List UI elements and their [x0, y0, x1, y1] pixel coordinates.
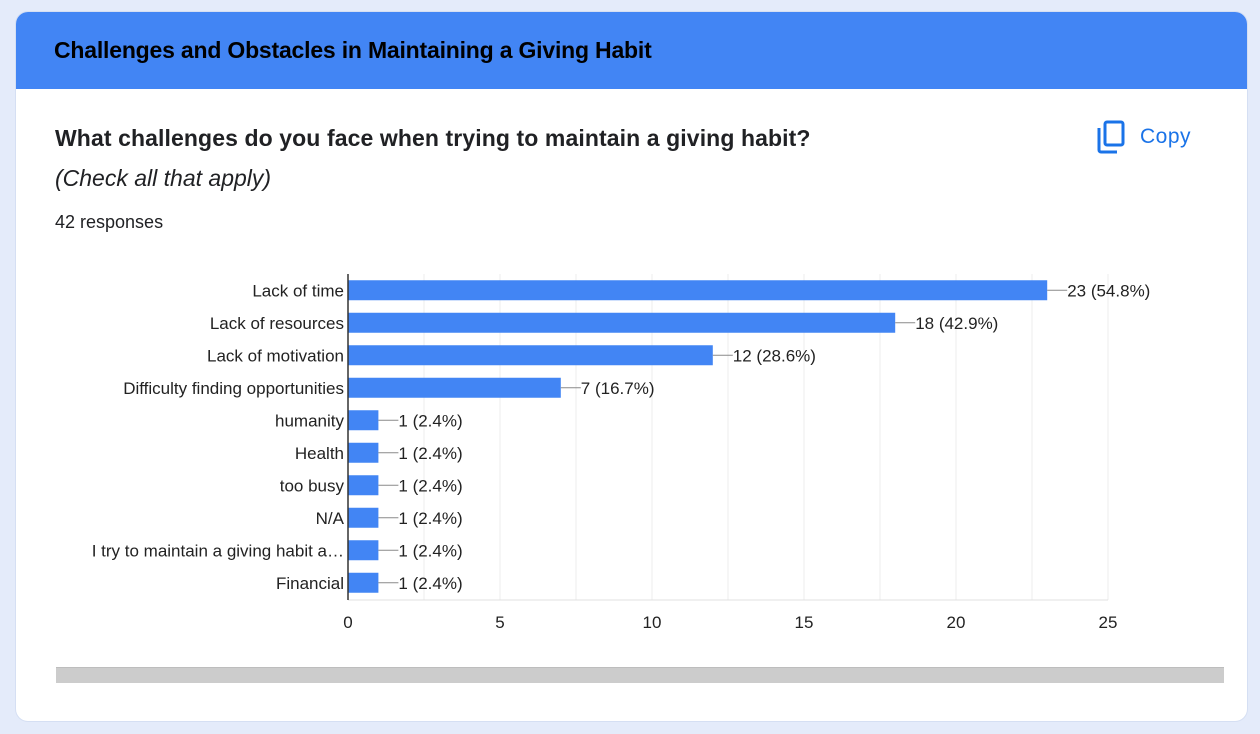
copy-label: Copy	[1140, 125, 1192, 148]
bar	[348, 572, 379, 593]
x-tick-label: 25	[1099, 613, 1118, 632]
x-tick-label: 5	[495, 613, 504, 632]
category-label: I try to maintain a giving habit a…	[92, 541, 344, 560]
bar	[348, 345, 713, 366]
category-label: Lack of time	[252, 281, 344, 300]
data-label: 1 (2.4%)	[398, 509, 462, 528]
data-label: 1 (2.4%)	[398, 574, 462, 593]
data-label: 1 (2.4%)	[398, 411, 462, 430]
data-label: 23 (54.8%)	[1067, 281, 1150, 300]
question-title: What challenges do you face when trying …	[55, 125, 811, 151]
bar	[348, 410, 379, 431]
copy-button[interactable]: Copy	[1096, 120, 1191, 154]
category-label: Health	[295, 444, 344, 463]
x-tick-label: 0	[343, 613, 352, 632]
category-label: Difficulty finding opportunities	[123, 379, 344, 398]
category-label: too busy	[280, 476, 345, 495]
bar	[348, 280, 1048, 301]
category-label: humanity	[275, 411, 344, 430]
question-card: Challenges and Obstacles in Maintaining …	[16, 12, 1247, 721]
data-label: 1 (2.4%)	[398, 541, 462, 560]
bar	[348, 312, 896, 333]
category-label: Lack of resources	[210, 314, 344, 333]
category-label: Financial	[276, 574, 344, 593]
bar	[348, 442, 379, 463]
data-label: 1 (2.4%)	[398, 476, 462, 495]
data-label: 18 (42.9%)	[915, 314, 998, 333]
bar	[348, 475, 379, 496]
copy-icon	[1097, 120, 1125, 154]
bar	[348, 540, 379, 561]
bar	[348, 377, 561, 398]
x-tick-label: 20	[947, 613, 966, 632]
section-header: Challenges and Obstacles in Maintaining …	[16, 12, 1247, 89]
data-label: 12 (28.6%)	[733, 346, 816, 365]
category-label: N/A	[316, 509, 345, 528]
horizontal-scrollbar[interactable]	[56, 667, 1224, 683]
bar	[348, 507, 379, 528]
response-count: 42 responses	[55, 212, 164, 232]
section-title: Challenges and Obstacles in Maintaining …	[54, 37, 652, 63]
data-label: 7 (16.7%)	[581, 379, 655, 398]
question-subtitle: (Check all that apply)	[55, 165, 272, 191]
x-tick-label: 15	[795, 613, 814, 632]
data-label: 1 (2.4%)	[398, 444, 462, 463]
category-label: Lack of motivation	[207, 346, 344, 365]
x-tick-label: 10	[643, 613, 662, 632]
bar-chart: 0 5 10 15 20 25 23 (54.8%) Lack of time 18 (42.9…	[92, 274, 1150, 632]
